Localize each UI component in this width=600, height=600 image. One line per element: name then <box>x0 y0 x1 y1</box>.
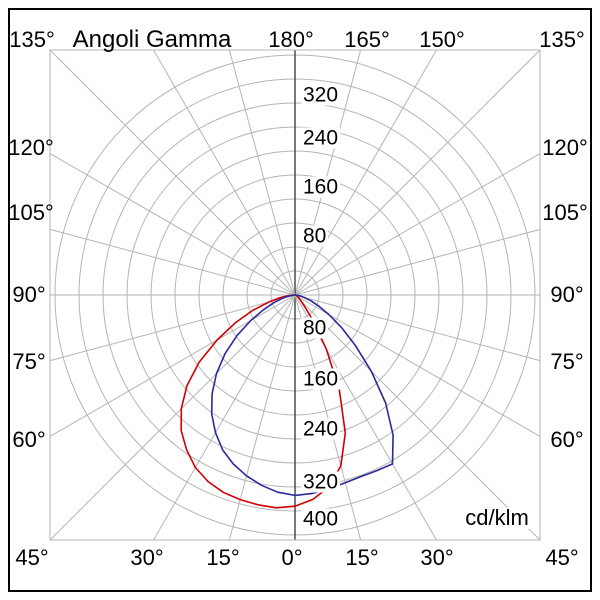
grid-spoke <box>49 294 296 362</box>
grid-spoke <box>153 294 296 541</box>
gamma-label-left-90: 90° <box>12 282 46 307</box>
unit-label: cd/klm <box>463 505 531 530</box>
gamma-label-right-120: 120° <box>542 135 588 160</box>
radial-tick-down-160: 160 <box>301 367 341 391</box>
gamma-label-bottom-15-left: 15° <box>206 545 240 570</box>
grid-spoke <box>228 49 296 296</box>
gamma-label-left-120: 120° <box>8 135 54 160</box>
radial-tick-up-160: 160 <box>301 175 341 199</box>
grid-spoke <box>49 228 296 296</box>
curve-blue <box>210 294 394 497</box>
grid-spoke <box>294 49 437 296</box>
radial-tick-up-240: 240 <box>301 126 341 150</box>
radial-tick-down-400: 400 <box>301 507 341 531</box>
grid-spoke <box>294 294 541 437</box>
gamma-label-top-165: 165° <box>344 27 390 52</box>
grid-spoke <box>228 294 296 541</box>
plot-square-border <box>49 49 541 541</box>
radial-tick-up-320: 320 <box>301 83 341 107</box>
grid-spoke <box>49 49 296 296</box>
radial-tick-down-240: 240 <box>301 417 341 441</box>
gamma-label-bottom-45-left: 45° <box>15 545 49 570</box>
gamma-label-left-75: 75° <box>12 349 46 374</box>
gamma-label-bottom-0: 0° <box>281 545 303 570</box>
grid-spoke <box>153 49 296 296</box>
grid-spoke <box>49 294 296 541</box>
gamma-label-top-180: 180° <box>268 27 314 52</box>
radial-tick-down-80: 80 <box>301 316 329 340</box>
grid-spoke <box>294 294 541 362</box>
grid-spoke <box>49 153 296 296</box>
gamma-label-left-60: 60° <box>12 427 46 452</box>
gamma-label-left-105: 105° <box>8 200 54 225</box>
grid-spoke <box>294 49 541 296</box>
gamma-label-bottom-30-right: 30° <box>420 545 454 570</box>
grid-spoke <box>294 294 541 541</box>
chart-title: Angoli Gamma <box>72 26 232 53</box>
grid-spoke <box>294 153 541 296</box>
grid-spoke <box>294 228 541 296</box>
gamma-label-top-135-right: 135° <box>539 27 585 52</box>
gamma-label-top-150: 150° <box>419 27 465 52</box>
gamma-label-right-75: 75° <box>550 349 584 374</box>
radial-tick-up-80: 80 <box>301 224 329 248</box>
gamma-label-bottom-30-left: 30° <box>130 545 164 570</box>
gamma-label-bottom-15-right: 15° <box>345 545 379 570</box>
gamma-label-right-60: 60° <box>550 427 584 452</box>
gamma-label-top-135-left: 135° <box>9 27 55 52</box>
gamma-label-bottom-45-right: 45° <box>545 545 579 570</box>
gamma-label-right-90: 90° <box>550 282 584 307</box>
grid-spoke <box>49 294 296 437</box>
gamma-label-right-105: 105° <box>542 200 588 225</box>
grid-spoke <box>294 49 362 296</box>
radial-tick-down-320: 320 <box>301 470 341 494</box>
